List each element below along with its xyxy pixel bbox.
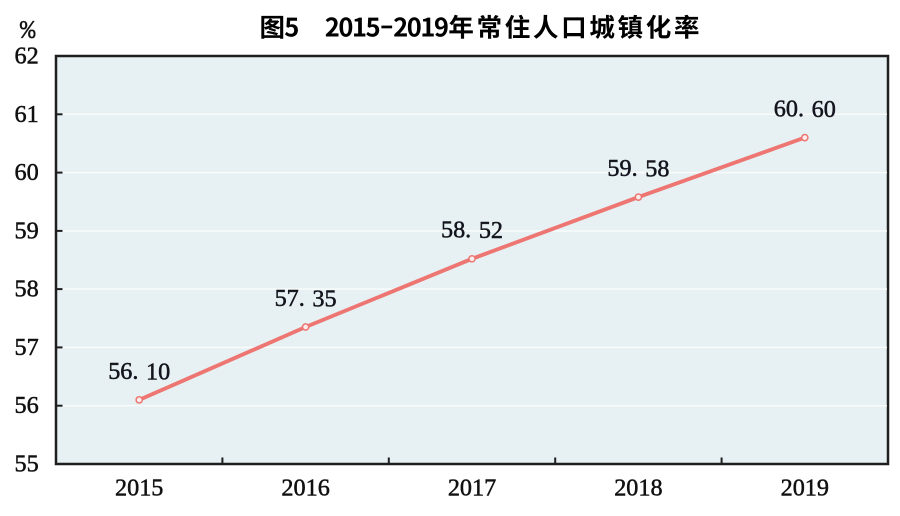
svg-text:55: 55	[15, 451, 39, 478]
svg-text:56: 56	[15, 392, 39, 419]
svg-text:62: 62	[15, 43, 39, 70]
svg-text:57: 57	[15, 334, 39, 361]
svg-text:60: 60	[15, 159, 39, 186]
svg-text:2015: 2015	[115, 475, 163, 502]
svg-text:2016: 2016	[281, 475, 329, 502]
svg-text:%: %	[20, 16, 36, 46]
svg-text:2018: 2018	[614, 475, 662, 502]
svg-text:2017: 2017	[448, 475, 496, 502]
svg-text:58: 58	[15, 276, 39, 303]
svg-text:61: 61	[15, 101, 39, 128]
svg-text:2019: 2019	[781, 475, 829, 502]
svg-text:59: 59	[15, 217, 39, 244]
